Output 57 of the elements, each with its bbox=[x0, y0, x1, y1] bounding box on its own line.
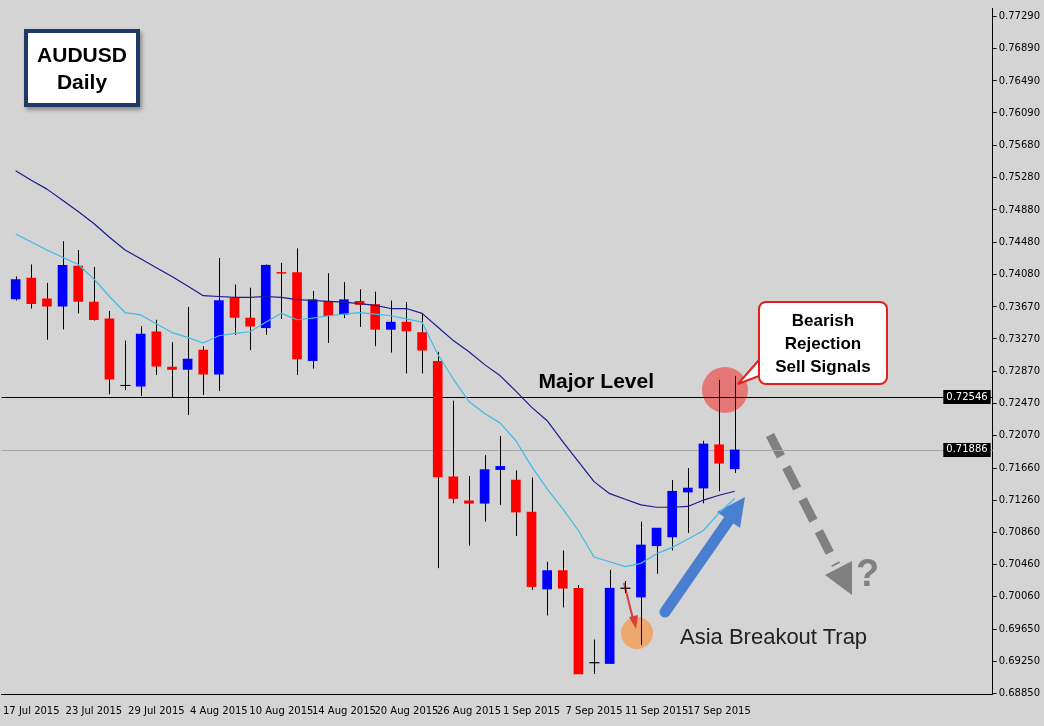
candlestick bbox=[417, 312, 427, 374]
candlestick bbox=[245, 287, 255, 351]
y-tick-label: 0.71660 bbox=[998, 461, 1041, 473]
candlestick bbox=[589, 639, 600, 675]
candlestick bbox=[89, 266, 99, 322]
candlestick bbox=[620, 580, 631, 594]
x-tick-label: 26 Aug 2015 bbox=[436, 704, 502, 716]
x-tick-label: 11 Sep 2015 bbox=[624, 704, 689, 716]
x-tick-label: 29 Jul 2015 bbox=[128, 704, 185, 716]
y-tick-label: 0.73670 bbox=[998, 300, 1041, 312]
candlestick bbox=[448, 400, 459, 504]
y-tick-label: 0.71260 bbox=[998, 493, 1041, 505]
y-tick-label: 0.70460 bbox=[998, 557, 1041, 569]
y-tick-label: 0.76090 bbox=[998, 106, 1041, 118]
annotation: 0.72546 bbox=[946, 390, 988, 402]
y-tick-label: 0.72070 bbox=[998, 428, 1041, 440]
candlestick bbox=[495, 435, 506, 506]
y-tick-label: 0.76890 bbox=[998, 42, 1041, 54]
x-tick-label: 17 Jul 2015 bbox=[2, 704, 60, 716]
candlestick bbox=[229, 283, 240, 336]
x-tick-label: 20 Aug 2015 bbox=[374, 704, 439, 716]
candlestick bbox=[542, 561, 552, 616]
y-tick-label: 0.73270 bbox=[998, 332, 1041, 344]
y-tick-label: 0.77290 bbox=[998, 10, 1041, 22]
text: Bearish Rejection Sell Signals bbox=[758, 301, 888, 385]
candlestick bbox=[464, 475, 474, 547]
y-tick-label: 0.72870 bbox=[998, 364, 1041, 376]
candlestick bbox=[276, 262, 287, 320]
candlestick bbox=[42, 282, 52, 341]
candlestick bbox=[557, 550, 568, 608]
y-tick-label: 0.68850 bbox=[998, 686, 1041, 698]
y-tick-label: 0.70060 bbox=[998, 589, 1041, 601]
text: AUDUSD Daily bbox=[24, 29, 140, 107]
x-tick-label: 1 Sep 2015 bbox=[503, 704, 561, 716]
y-tick-label: 0.75280 bbox=[998, 171, 1041, 183]
y-tick-label: 0.74480 bbox=[998, 235, 1041, 247]
candlestick bbox=[323, 272, 334, 344]
y-tick-label: 0.75680 bbox=[998, 139, 1041, 151]
ref-line-label: Major Level bbox=[538, 369, 654, 393]
y-tick-label: 0.74880 bbox=[998, 203, 1041, 215]
x-tick-label: 4 Aug 2015 bbox=[190, 704, 248, 716]
y-tick-label: 0.69250 bbox=[998, 654, 1041, 666]
text: ? bbox=[856, 552, 880, 595]
x-tick-label: 23 Jul 2015 bbox=[65, 704, 123, 716]
y-tick-label: 0.69650 bbox=[998, 622, 1041, 634]
x-tick-label: 7 Sep 2015 bbox=[565, 704, 623, 716]
annotation: 0.71886 bbox=[946, 443, 988, 455]
y-tick-label: 0.70860 bbox=[998, 525, 1041, 537]
candlestick bbox=[651, 527, 662, 575]
y-tick-label: 0.76490 bbox=[998, 74, 1041, 86]
annotation: Asia Breakout Trap bbox=[680, 624, 868, 650]
x-tick-label: 10 Aug 2015 bbox=[249, 704, 314, 716]
x-tick-label: 17 Sep 2015 bbox=[687, 704, 751, 716]
y-tick-label: 0.74080 bbox=[998, 267, 1041, 279]
candlestick bbox=[10, 275, 21, 302]
y-tick-label: 0.72470 bbox=[998, 396, 1041, 408]
candlestick bbox=[386, 300, 396, 354]
